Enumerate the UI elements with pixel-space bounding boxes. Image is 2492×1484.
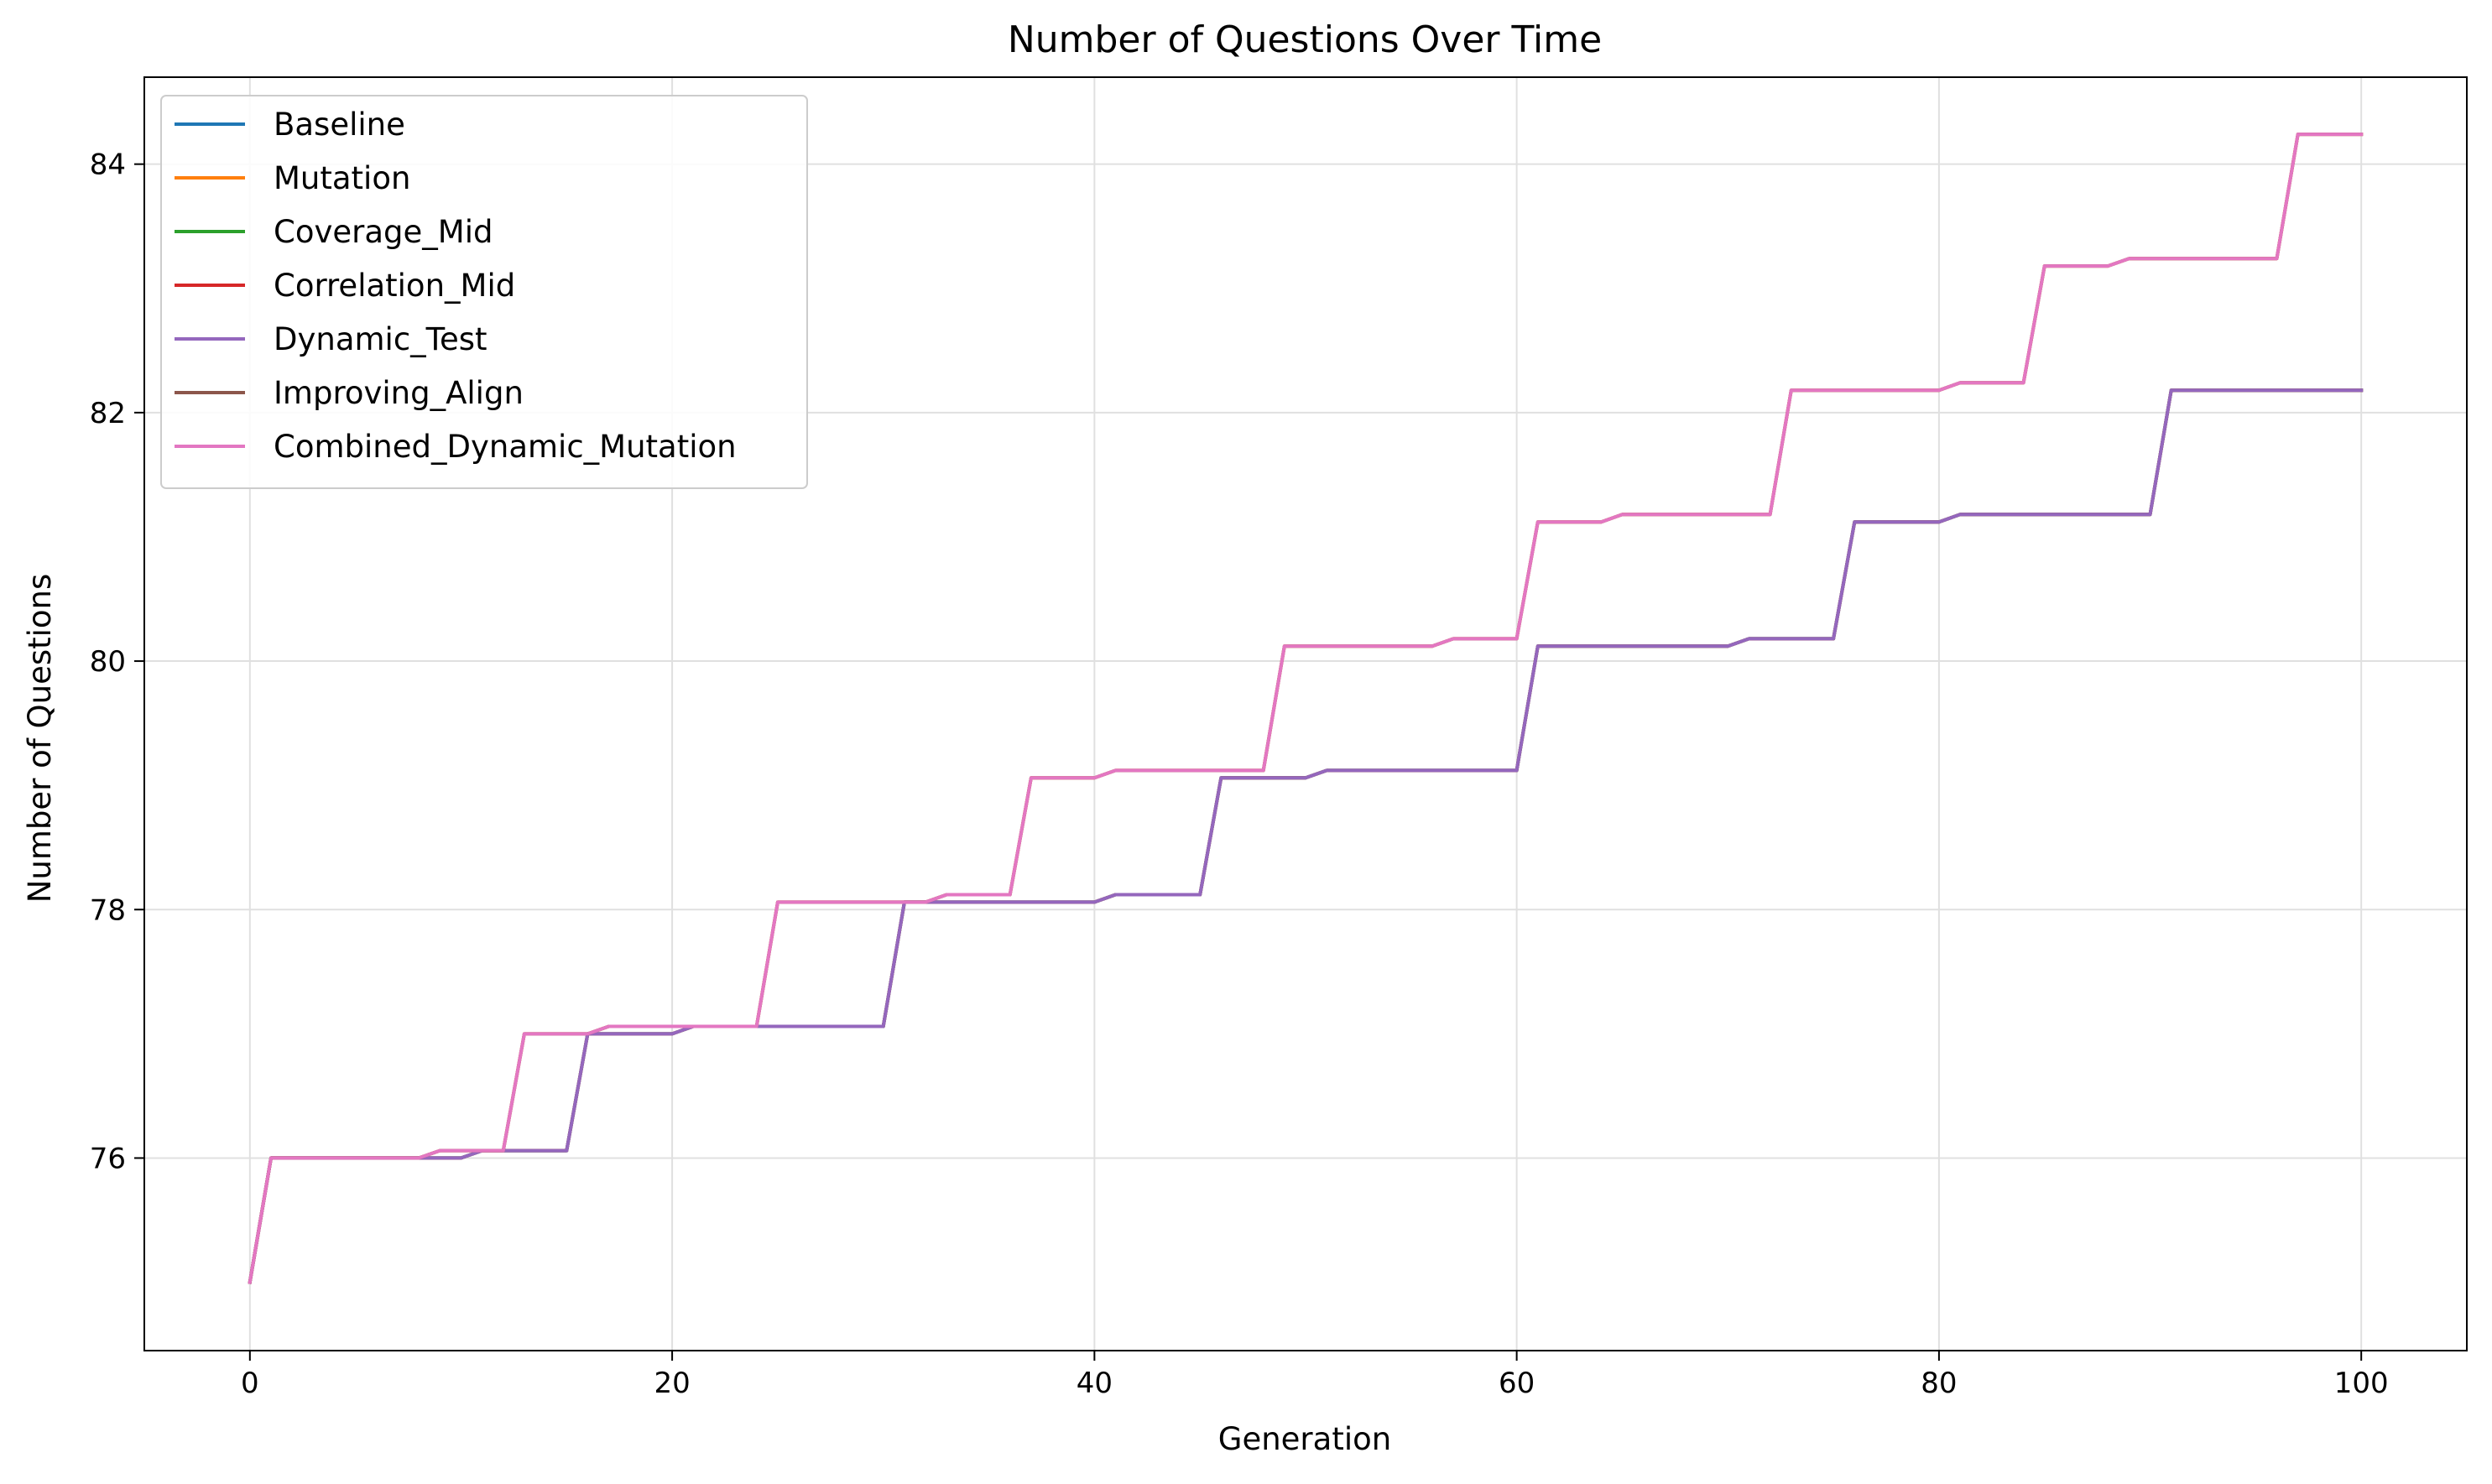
legend-label: Improving_Align (274, 375, 524, 411)
y-tick-label: 76 (90, 1142, 126, 1175)
x-tick-label: 80 (1921, 1367, 1957, 1400)
legend-label: Dynamic_Test (274, 321, 487, 357)
y-axis-label: Number of Questions (22, 574, 58, 903)
x-tick-label: 20 (654, 1367, 690, 1400)
plot-frame (143, 76, 2468, 1351)
y-tick-label: 84 (90, 148, 126, 182)
grid (144, 77, 2467, 1351)
legend-label: Correlation_Mid (274, 268, 515, 304)
legend-label: Coverage_Mid (274, 214, 493, 250)
x-axis-label: Generation (1218, 1421, 1391, 1457)
x-tick-label: 40 (1077, 1367, 1113, 1400)
x-tick-label: 60 (1499, 1367, 1535, 1400)
y-tick-label: 78 (90, 893, 126, 927)
series-lines (248, 133, 2364, 1284)
axis-ticks: 0 20 40 60 80 100 76 78 80 82 84 (90, 148, 2389, 1400)
legend-label: Combined_Dynamic_Mutation (274, 429, 737, 465)
y-tick-label: 82 (90, 397, 126, 430)
series-line-combined-dynamic-mutation (248, 133, 2364, 1284)
legend-box (160, 95, 808, 489)
legend-label: Mutation (274, 160, 410, 196)
x-tick-label: 0 (241, 1367, 259, 1400)
x-tick-label: 100 (2334, 1367, 2389, 1400)
legend-label: Baseline (274, 107, 405, 143)
series-line-dynamic-test (248, 388, 2364, 1284)
legend: Baseline Mutation Coverage_Mid Correlation_… (160, 95, 808, 489)
y-tick-label: 80 (90, 645, 126, 679)
chart-title: Number of Questions Over Time (1008, 18, 1602, 61)
